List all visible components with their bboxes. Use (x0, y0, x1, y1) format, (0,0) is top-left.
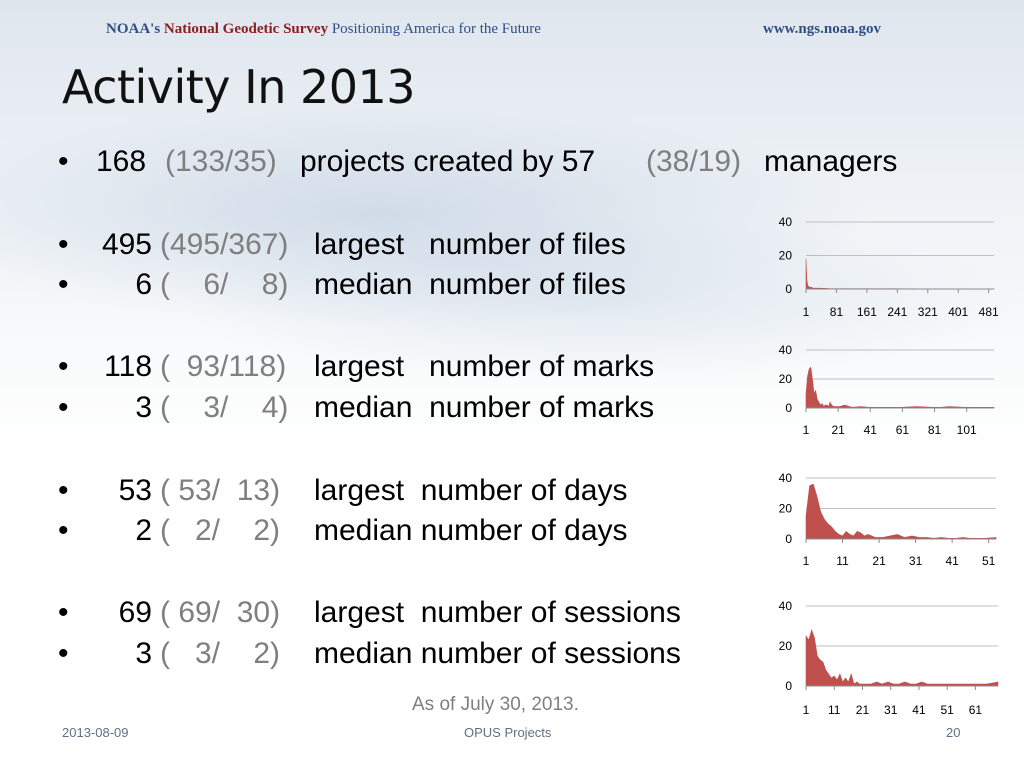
footer-title: OPUS Projects (464, 725, 552, 740)
x-tick-label: 401 (948, 305, 968, 319)
data-series-area (805, 366, 995, 409)
stat-split: ( 93/118) (160, 350, 287, 383)
x-tick-label: 481 (979, 305, 999, 319)
stat-value: 2 (135, 514, 152, 547)
data-series-area (805, 629, 999, 687)
as-of-note: As of July 30, 2013. (412, 694, 579, 715)
stat-value: 69 (118, 596, 152, 629)
stat-label: median number of days (314, 514, 628, 547)
stat-label: median number of sessions (314, 637, 681, 670)
x-tick-label: 31 (884, 703, 898, 717)
bullet: • (58, 391, 69, 424)
header-org-prefix: NOAA's (106, 21, 164, 37)
managers-split: (38/19) (646, 145, 742, 178)
slide-title: Activity In 2013 (62, 60, 416, 114)
x-tick-label: 81 (830, 305, 844, 319)
bullet: • (58, 268, 69, 301)
page-number: 20 (946, 725, 961, 740)
stat-label: largest number of files (314, 228, 626, 261)
x-tick-label: 1 (803, 554, 810, 568)
stat-label: median number of marks (314, 391, 655, 424)
x-tick-label: 51 (982, 554, 996, 568)
x-tick-label: 11 (828, 703, 841, 717)
x-tick-label: 41 (945, 554, 959, 568)
x-tick-label: 1 (803, 305, 810, 319)
stat-value: 3 (135, 637, 152, 670)
stat-split: ( 3/ 2) (160, 637, 281, 670)
x-tick-label: 1 (803, 703, 810, 717)
slide-header: NOAA's National Geodetic Survey Position… (0, 0, 1024, 46)
bullet: • (58, 514, 69, 547)
stat-value: 118 (104, 350, 152, 383)
x-tick-label: 61 (969, 703, 983, 717)
x-tick-label: 61 (896, 423, 910, 437)
stat-value: 53 (118, 474, 152, 507)
x-tick-label: 11 (836, 554, 849, 568)
y-tick-label: 40 (779, 215, 793, 229)
y-tick-label: 0 (785, 282, 792, 296)
x-tick-label: 41 (864, 423, 878, 437)
y-tick-label: 40 (779, 471, 793, 485)
projects-text: projects created by 57 (300, 145, 596, 178)
x-tick-label: 81 (928, 423, 942, 437)
stat-label: median number of files (314, 268, 626, 301)
y-tick-label: 0 (785, 679, 792, 693)
marks-histogram-chart: 0 20 40 1 21 41 61 81 101 (779, 343, 995, 437)
stat-value: 3 (135, 391, 152, 424)
x-tick-label: 1 (803, 423, 810, 437)
bullet: • (58, 596, 69, 629)
stat-label: largest number of days (314, 474, 628, 507)
header-org-line: NOAA's National Geodetic Survey Position… (106, 21, 541, 38)
bullet: • (58, 637, 69, 670)
projects-split: (133/35) (165, 145, 277, 178)
y-tick-label: 20 (779, 639, 793, 653)
stat-split: ( 6/ 8) (160, 268, 289, 301)
y-tick-label: 20 (779, 372, 793, 386)
x-tick-label: 21 (831, 423, 845, 437)
stat-split: ( 3/ 4) (160, 391, 289, 424)
bullet: • (58, 350, 69, 383)
x-tick-label: 321 (918, 305, 938, 319)
stat-label: largest number of sessions (314, 596, 681, 629)
x-tick-label: 241 (887, 305, 907, 319)
y-tick-label: 20 (779, 502, 793, 516)
data-series-area (805, 483, 997, 540)
data-series-area (805, 258, 995, 290)
footer-date: 2013-08-09 (62, 725, 129, 740)
y-tick-label: 0 (785, 532, 792, 546)
stat-split: ( 2/ 2) (160, 514, 281, 547)
header-tagline: Positioning America for the Future (328, 21, 541, 37)
header-url: www.ngs.noaa.gov (763, 21, 881, 37)
y-tick-label: 40 (779, 343, 793, 357)
stat-value: 6 (135, 268, 152, 301)
x-tick-label: 41 (912, 703, 926, 717)
bullet: • (58, 474, 69, 507)
y-tick-label: 0 (785, 401, 792, 415)
x-tick-label: 21 (856, 703, 870, 717)
x-tick-label: 21 (872, 554, 886, 568)
header-org-name: National Geodetic Survey (163, 21, 329, 37)
y-tick-label: 40 (779, 599, 793, 613)
projects-count: 168 (96, 145, 147, 178)
x-tick-label: 161 (857, 305, 877, 319)
x-tick-label: 101 (957, 423, 977, 437)
managers-text: managers (764, 145, 898, 178)
stat-split: (495/367) (160, 228, 289, 261)
stat-split: ( 53/ 13) (160, 474, 281, 507)
y-tick-label: 20 (779, 249, 793, 263)
x-tick-label: 31 (909, 554, 923, 568)
stat-split: ( 69/ 30) (160, 596, 281, 629)
bullet: • (58, 145, 69, 178)
bullet: • (58, 228, 69, 261)
stat-value: 495 (101, 228, 152, 261)
x-tick-label: 51 (940, 703, 954, 717)
stat-label: largest number of marks (314, 350, 655, 383)
